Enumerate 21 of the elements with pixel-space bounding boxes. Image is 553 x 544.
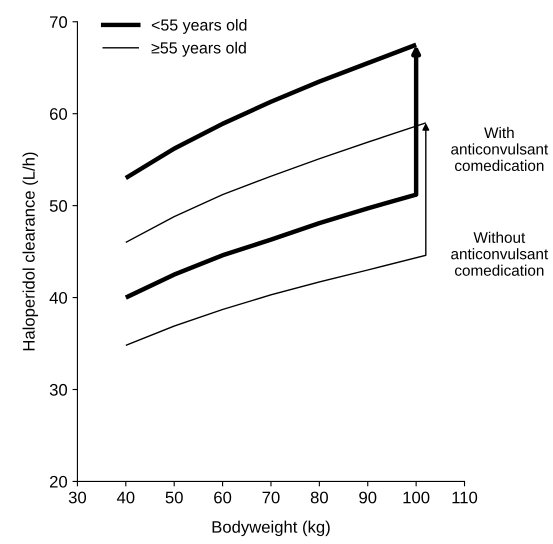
x-tick-label: 30 (68, 492, 86, 504)
y-tick-label: 40 (50, 292, 68, 304)
legend-label: <55 years old (152, 18, 246, 34)
legend-label: ≥55 years old (152, 42, 246, 57)
y-tick-label: 30 (50, 384, 68, 396)
y-tick-label: 70 (50, 16, 68, 28)
x-axis-title: Bodyweight (kg) (212, 520, 330, 536)
x-tick-label: 80 (310, 492, 328, 504)
annotation: With anticonvulsant comedication (451, 126, 548, 172)
x-tick-label: 60 (214, 492, 232, 504)
x-tick-label: 70 (262, 492, 280, 504)
x-tick-label: 110 (452, 492, 478, 504)
x-tick-label: 50 (166, 492, 183, 504)
y-axis-title: Haloperidol clearance (L/h) (22, 152, 38, 350)
annotation: Without anticonvulsant comedication (451, 232, 548, 276)
y-tick-label: 60 (50, 108, 68, 120)
x-tick-label: 40 (116, 492, 134, 504)
x-tick-label: 90 (359, 492, 376, 504)
y-tick-label: 20 (50, 476, 68, 488)
x-tick-label: 100 (404, 492, 430, 504)
y-tick-label: 50 (50, 200, 68, 212)
